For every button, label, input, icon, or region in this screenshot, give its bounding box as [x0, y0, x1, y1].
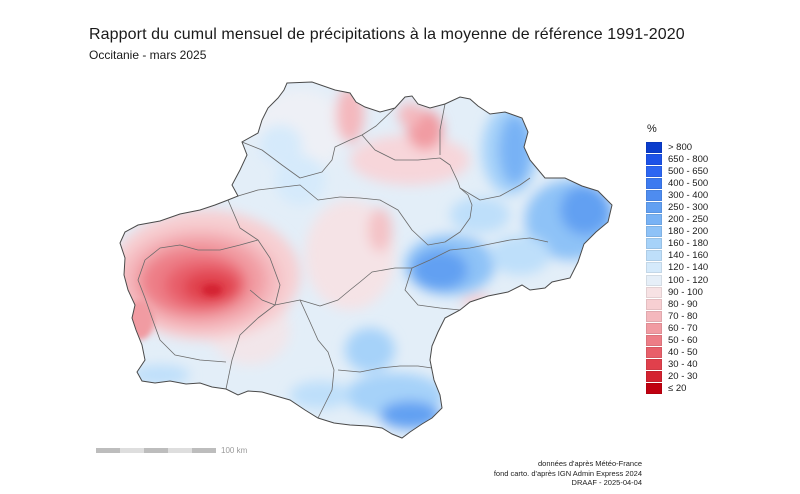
legend-item: 60 - 70 [646, 322, 708, 334]
credits-line: fond carto. d'après IGN Admin Express 20… [493, 468, 642, 478]
legend-item: 20 - 30 [646, 371, 708, 383]
legend-swatch [646, 322, 662, 334]
legend-swatch [646, 214, 662, 226]
legend-item: 100 - 120 [646, 274, 708, 286]
credits-line: données d'après Météo-France [538, 459, 642, 468]
legend-label: 120 - 140 [668, 262, 709, 274]
legend-item: 120 - 140 [646, 262, 708, 274]
legend-swatch [646, 262, 662, 274]
legend-swatch [646, 153, 662, 165]
scale-bar: 100 km [96, 446, 247, 455]
legend-swatch [646, 310, 662, 322]
legend-item: 400 - 500 [646, 177, 708, 189]
legend: % > 800 650 - 800 500 - 650 400 - 500 300 - … [646, 123, 708, 395]
legend-label: 70 - 80 [668, 310, 698, 322]
legend-item: 30 - 40 [646, 359, 708, 371]
legend-label: 180 - 200 [668, 226, 709, 238]
scale-label: 100 km [221, 446, 248, 455]
legend-item: 500 - 650 [646, 165, 708, 177]
legend-label: 250 - 300 [668, 202, 709, 214]
scale-segment [144, 448, 168, 453]
legend-unit: % [647, 123, 657, 135]
legend-label: 400 - 500 [668, 177, 709, 189]
legend-swatch [646, 250, 662, 262]
legend-label: 300 - 400 [668, 189, 709, 201]
scale-segment [96, 448, 120, 453]
legend-swatch [646, 165, 662, 177]
legend-item: 250 - 300 [646, 201, 709, 214]
legend-swatch [646, 298, 662, 310]
legend-label: 200 - 250 [668, 214, 709, 226]
scale-segment [192, 448, 216, 453]
legend-item: 70 - 80 [646, 310, 708, 322]
map-title: Rapport du cumul mensuel de précipitatio… [89, 26, 685, 43]
legend-label: > 800 [668, 141, 693, 153]
legend-label: 50 - 60 [668, 335, 698, 347]
legend-swatch [646, 359, 662, 371]
legend-swatch [646, 238, 662, 250]
legend-item: 40 - 50 [646, 347, 708, 359]
legend-swatch [646, 202, 662, 214]
legend-swatch [646, 141, 662, 153]
map-subtitle: Occitanie - mars 2025 [89, 48, 207, 62]
legend-item: 650 - 800 [646, 153, 708, 165]
legend-item: 200 - 250 [646, 214, 708, 226]
anomaly-field [120, 82, 612, 438]
legend-label: 160 - 180 [668, 238, 709, 250]
legend-swatch [646, 371, 662, 383]
scale-segment [120, 448, 144, 453]
legend-item: 80 - 90 [646, 298, 708, 310]
legend-swatch [646, 347, 662, 359]
legend-label: 140 - 160 [668, 250, 709, 262]
legend-label: 650 - 800 [668, 153, 709, 165]
legend-item: > 800 [646, 141, 708, 153]
legend-swatch [646, 286, 662, 298]
legend-item: 140 - 160 [646, 250, 708, 262]
legend-label: 30 - 40 [668, 359, 698, 371]
legend-swatch [646, 226, 662, 238]
credits-line: DRAAF - 2025-04-04 [571, 478, 642, 487]
legend-swatch [646, 335, 662, 347]
legend-items: > 800 650 - 800 500 - 650 400 - 500 300 - 40… [646, 141, 708, 395]
scale-segment [168, 448, 192, 453]
legend-swatch [646, 274, 662, 286]
legend-item: ≤ 20 [646, 383, 708, 395]
legend-item: 180 - 200 [646, 226, 708, 238]
legend-label: 500 - 650 [668, 165, 709, 177]
legend-label: 90 - 100 [668, 286, 703, 298]
legend-item: 300 - 400 [646, 189, 708, 201]
legend-label: 80 - 90 [668, 298, 698, 310]
department-boundaries [137, 103, 549, 419]
legend-label: 20 - 30 [668, 371, 698, 383]
legend-label: 40 - 50 [668, 347, 698, 359]
legend-label: 60 - 70 [668, 322, 698, 334]
legend-swatch [646, 383, 662, 395]
legend-label: ≤ 20 [668, 383, 687, 395]
legend-swatch [646, 189, 662, 201]
legend-swatch [646, 177, 662, 189]
legend-item: 50 - 60 [646, 335, 708, 347]
legend-item: 160 - 180 [646, 238, 708, 250]
legend-label: 100 - 120 [668, 274, 709, 286]
legend-item: 90 - 100 [646, 286, 708, 298]
credits: données d'après Météo-France fond carto.… [494, 459, 642, 488]
